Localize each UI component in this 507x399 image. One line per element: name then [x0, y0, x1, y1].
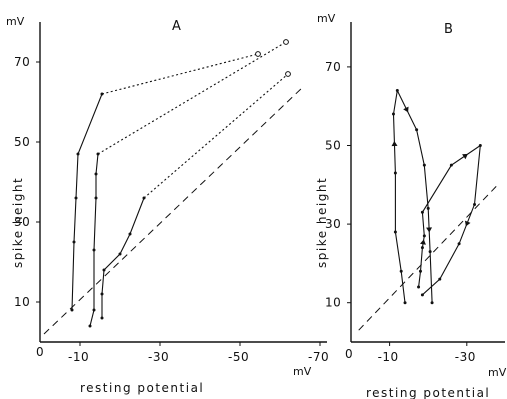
panel-a-data-point	[128, 232, 132, 236]
panel-b-y-tick-label: 30	[325, 217, 341, 231]
panel-b: B mV mV 0 resting potential spike height…	[315, 12, 507, 399]
panel-a-series-1-solid	[89, 153, 99, 327]
panel-a-data-point	[76, 152, 80, 156]
panel-a-origin-label: 0	[36, 345, 44, 359]
panel-b-direction-arrow	[391, 141, 398, 147]
panel-a-y-unit: mV	[6, 15, 25, 28]
panel-a-data-point	[92, 248, 96, 252]
panel-a-y-tick-label: 50	[14, 135, 30, 149]
panel-a-data-point	[100, 316, 104, 320]
panel-b-data-point	[430, 301, 434, 305]
panel-a-series-2-solid	[71, 93, 103, 311]
panel-a-data-point	[118, 252, 122, 256]
panel-b-data-point	[428, 250, 432, 254]
panel-b-data-point	[422, 234, 426, 238]
panel-b-direction-arrow	[464, 220, 471, 227]
panel-a-data-point	[94, 172, 98, 176]
panel-b-x-tick-label: -30	[455, 350, 476, 364]
panel-a-data-point	[100, 292, 104, 296]
panel-b-data-point	[393, 171, 397, 175]
panel-a-plot-area	[43, 39, 305, 335]
panel-b-title: B	[444, 22, 453, 37]
panel-b-loop-2	[418, 144, 481, 296]
panel-a-x-tick-label: -70	[308, 350, 329, 364]
panel-b-data-point	[457, 242, 461, 246]
panel-a-y-tick-label: 70	[14, 55, 30, 69]
panel-b-x-unit: mV	[488, 366, 507, 379]
panel-a-data-point	[74, 196, 78, 200]
panel-a-reference-line	[43, 85, 305, 335]
panel-a-x-tick-label: -50	[228, 350, 249, 364]
panel-b-data-point	[420, 210, 424, 214]
panel-a-series-3-solid	[101, 197, 145, 318]
panel-b-data-point	[420, 293, 424, 297]
panel-b-y-title: spike height	[315, 177, 329, 268]
panel-b-direction-arrow	[462, 153, 468, 160]
panel-a-open-end-point	[283, 39, 289, 45]
panel-a-data-point	[72, 240, 76, 244]
panel-a: A mV mV 0 resting potential spike height…	[6, 15, 329, 395]
panel-b-direction-arrow	[420, 239, 426, 245]
panel-a-title: A	[172, 19, 181, 34]
panel-b-ticks: -10 -30 10 30 50 70	[325, 60, 476, 364]
panel-b-data-point	[391, 112, 395, 116]
panel-b-y-unit: mV	[317, 12, 336, 25]
panel-a-data-point	[102, 268, 106, 272]
panel-a-x-tick-label: -30	[148, 350, 169, 364]
panel-b-direction-arrow	[403, 106, 409, 113]
panel-a-open-end-point	[255, 51, 261, 57]
panel-a-x-title: resting potential	[80, 381, 204, 395]
panel-a-y-tick-label: 10	[14, 295, 30, 309]
panel-b-x-title: resting potential	[366, 386, 490, 399]
panel-b-data-point	[422, 163, 426, 167]
panel-b-x-tick-label: -10	[378, 350, 399, 364]
panel-a-data-point	[88, 324, 92, 328]
panel-b-data-point	[420, 246, 424, 250]
panel-a-series-2-dotted	[101, 53, 259, 95]
panel-b-data-point	[426, 206, 430, 210]
panel-a-x-unit: mV	[293, 365, 312, 378]
panel-b-data-point	[438, 277, 442, 281]
panel-a-ticks: -10 -30 -50 -70 10 30 50 70	[14, 55, 329, 364]
panel-b-data-point	[415, 128, 419, 132]
panel-b-direction-arrow	[426, 227, 433, 233]
panel-b-data-point	[449, 163, 453, 167]
panel-a-data-point	[96, 152, 100, 156]
panel-b-y-tick-label: 10	[325, 296, 341, 310]
panel-b-origin-label: 0	[345, 347, 353, 361]
panel-b-data-point	[473, 202, 477, 206]
panel-b-data-point	[418, 269, 422, 273]
panel-a-open-end-point	[285, 71, 291, 77]
panel-b-data-point	[393, 230, 397, 234]
panel-b-y-tick-label: 70	[325, 60, 341, 74]
panel-a-data-point	[70, 308, 74, 312]
panel-a-x-tick-label: -10	[68, 350, 89, 364]
panel-b-data-point	[395, 88, 399, 92]
panel-b-reference-line	[358, 184, 499, 331]
panel-a-data-point	[100, 92, 104, 96]
panel-b-data-point	[478, 144, 482, 147]
panel-a-series-1-dotted	[97, 41, 287, 155]
panel-a-y-title: spike height	[11, 177, 25, 268]
panel-b-plot-area	[358, 88, 499, 331]
panel-b-loop-1	[392, 88, 433, 303]
panel-b-data-point	[417, 285, 421, 289]
panel-a-data-point	[94, 196, 98, 200]
panel-a-y-tick-label: 30	[14, 215, 30, 229]
panel-a-series-3-dotted	[143, 73, 289, 199]
panel-a-data-point	[142, 196, 146, 200]
panel-b-data-point	[403, 301, 407, 305]
panel-b-data-point	[399, 269, 403, 273]
panel-a-data-point	[92, 308, 96, 312]
panel-b-y-tick-label: 50	[325, 139, 341, 153]
